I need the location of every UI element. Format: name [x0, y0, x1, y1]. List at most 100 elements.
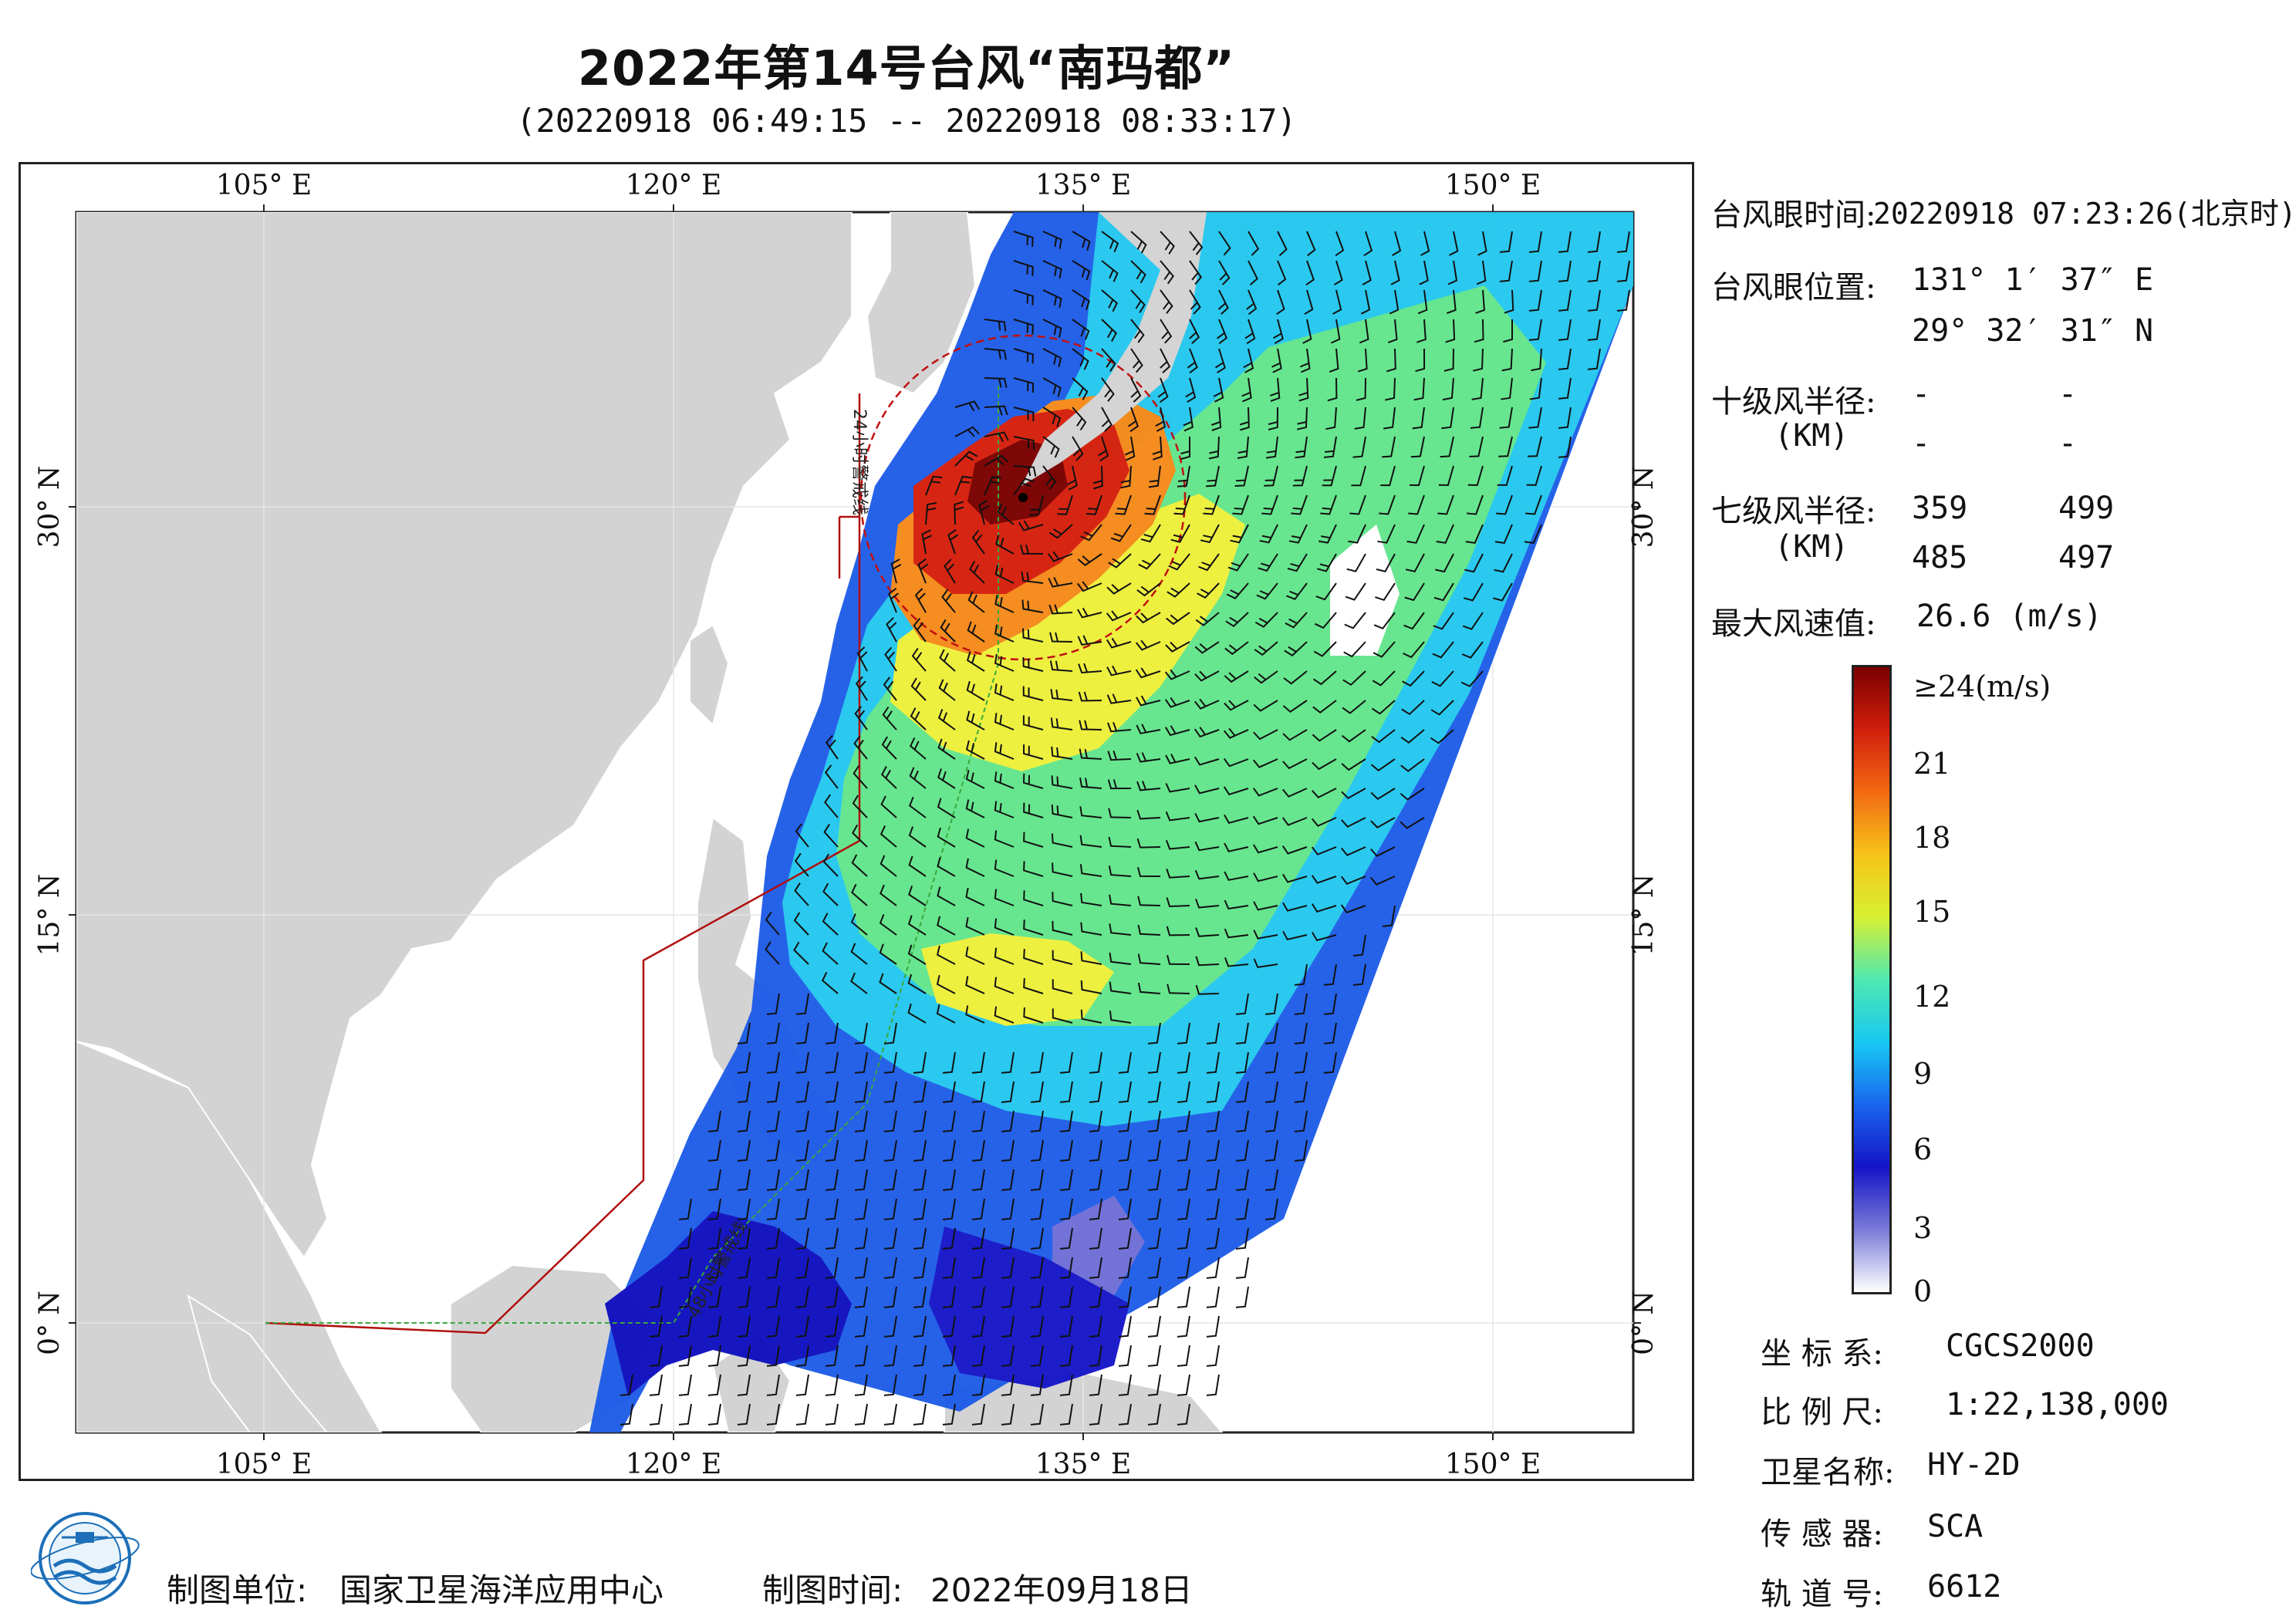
wind-barb — [1030, 1257, 1044, 1279]
wind-barb — [965, 1005, 985, 1024]
orbit-value: 6612 — [1927, 1569, 2002, 1604]
wind-barb — [942, 1110, 956, 1132]
wind-barb — [1177, 1110, 1190, 1132]
wind-barb — [1136, 752, 1161, 763]
wind-barb — [1147, 1403, 1161, 1426]
wind-barb — [1167, 582, 1190, 598]
wind-barb — [1118, 1139, 1132, 1162]
wind-barb — [1130, 377, 1142, 403]
wind-barb — [1101, 319, 1117, 342]
wind-barb — [854, 1169, 868, 1191]
wind-barb — [1001, 1286, 1015, 1308]
wind-barb — [1047, 551, 1073, 562]
wind-barb — [795, 1169, 809, 1191]
wind-barb — [1235, 1110, 1249, 1132]
wind-barb — [1030, 1403, 1044, 1426]
wind-barb — [1059, 1374, 1073, 1396]
wind-barb — [1558, 231, 1572, 253]
wind-barb — [1013, 231, 1034, 248]
r7-value-4: 497 — [2058, 540, 2115, 575]
wind-barb — [1294, 1139, 1308, 1162]
wind-barb — [1147, 1110, 1161, 1132]
axis-ticks — [69, 204, 1641, 1440]
wind-barb — [1042, 348, 1062, 368]
wind-barb — [1108, 836, 1132, 848]
wind-barb — [1370, 758, 1396, 772]
wind-barb — [795, 1139, 809, 1162]
lat-label-left-0: 0° N — [34, 1291, 66, 1355]
wind-barb — [994, 977, 1015, 994]
wind-barb — [766, 1198, 780, 1220]
wind-barb — [1042, 289, 1062, 309]
wind-barb — [908, 796, 927, 818]
wind-barb — [825, 1227, 839, 1250]
wind-barb — [1137, 896, 1161, 906]
wind-barb — [737, 1257, 751, 1279]
wind-barb — [1494, 524, 1513, 544]
wind-barb — [1291, 494, 1308, 515]
wind-barb — [1311, 817, 1337, 827]
wind-barb — [853, 765, 868, 789]
wind-barb — [879, 914, 897, 936]
wind-barb — [1235, 1227, 1249, 1250]
wind-barb — [1160, 260, 1174, 285]
wind-barb — [1432, 641, 1454, 659]
wind-barb — [965, 769, 985, 789]
wind-barb — [883, 1315, 897, 1338]
wind-barb — [967, 621, 985, 643]
wind-barb — [1194, 869, 1220, 880]
wind-barb — [913, 1286, 927, 1308]
wind-barb — [1049, 632, 1073, 643]
wind-barb — [855, 676, 868, 701]
wind-barb — [1433, 582, 1454, 602]
wind-barb — [1387, 319, 1398, 344]
wind-barb — [1268, 407, 1278, 430]
wind-barb — [890, 558, 902, 584]
wind-barb — [1089, 1374, 1102, 1396]
wind-barb — [1243, 348, 1254, 373]
typhoon-eye-marker — [1018, 493, 1028, 502]
wind-barb — [825, 1169, 839, 1191]
warning-24h-label: 24小时警戒线 — [849, 409, 869, 515]
lat-label-right-15: 15° N — [1628, 874, 1660, 957]
wind-barb — [1189, 231, 1204, 255]
wind-barb — [1120, 465, 1132, 489]
wind-barb — [1449, 231, 1459, 256]
wind-barb — [1404, 582, 1425, 602]
wind-barb — [1200, 524, 1220, 544]
wind-barb — [1080, 951, 1102, 965]
wind-barb — [1152, 436, 1163, 461]
wind-barb — [1524, 524, 1542, 544]
wind-barb — [1107, 779, 1132, 790]
wind-barb — [1376, 553, 1396, 572]
wind-barb — [1180, 437, 1190, 461]
wind-barb — [1128, 407, 1140, 433]
wind-barb — [966, 651, 985, 672]
wind-barb — [883, 1022, 897, 1044]
nsoas-logo — [31, 1512, 140, 1604]
wind-barb — [1529, 377, 1542, 400]
wind-barb — [971, 1315, 985, 1338]
wind-barb — [1042, 465, 1057, 490]
wind-barb — [1098, 436, 1109, 462]
wind-barb — [1343, 641, 1366, 658]
wind-barb — [1206, 1081, 1220, 1103]
wind-barb — [1050, 717, 1073, 731]
wind-barb — [1115, 494, 1132, 515]
wind-barb — [971, 1345, 985, 1367]
wind-barb — [936, 974, 956, 994]
wind-barb — [1108, 808, 1132, 818]
wind-barb — [1109, 952, 1132, 965]
wind-barb — [1462, 612, 1484, 630]
wind-barb — [1079, 777, 1102, 789]
wind-barb — [825, 1286, 839, 1308]
wind-barb — [913, 1227, 927, 1250]
wind-barb — [1558, 319, 1572, 341]
wind-barb — [1359, 319, 1369, 344]
wind-barb — [942, 1257, 956, 1279]
wind-barb — [1501, 377, 1513, 400]
wind-barb — [1433, 612, 1454, 630]
wind-barb — [1323, 993, 1337, 1015]
wind-barb — [1165, 783, 1190, 793]
wind-barb — [737, 1227, 751, 1250]
